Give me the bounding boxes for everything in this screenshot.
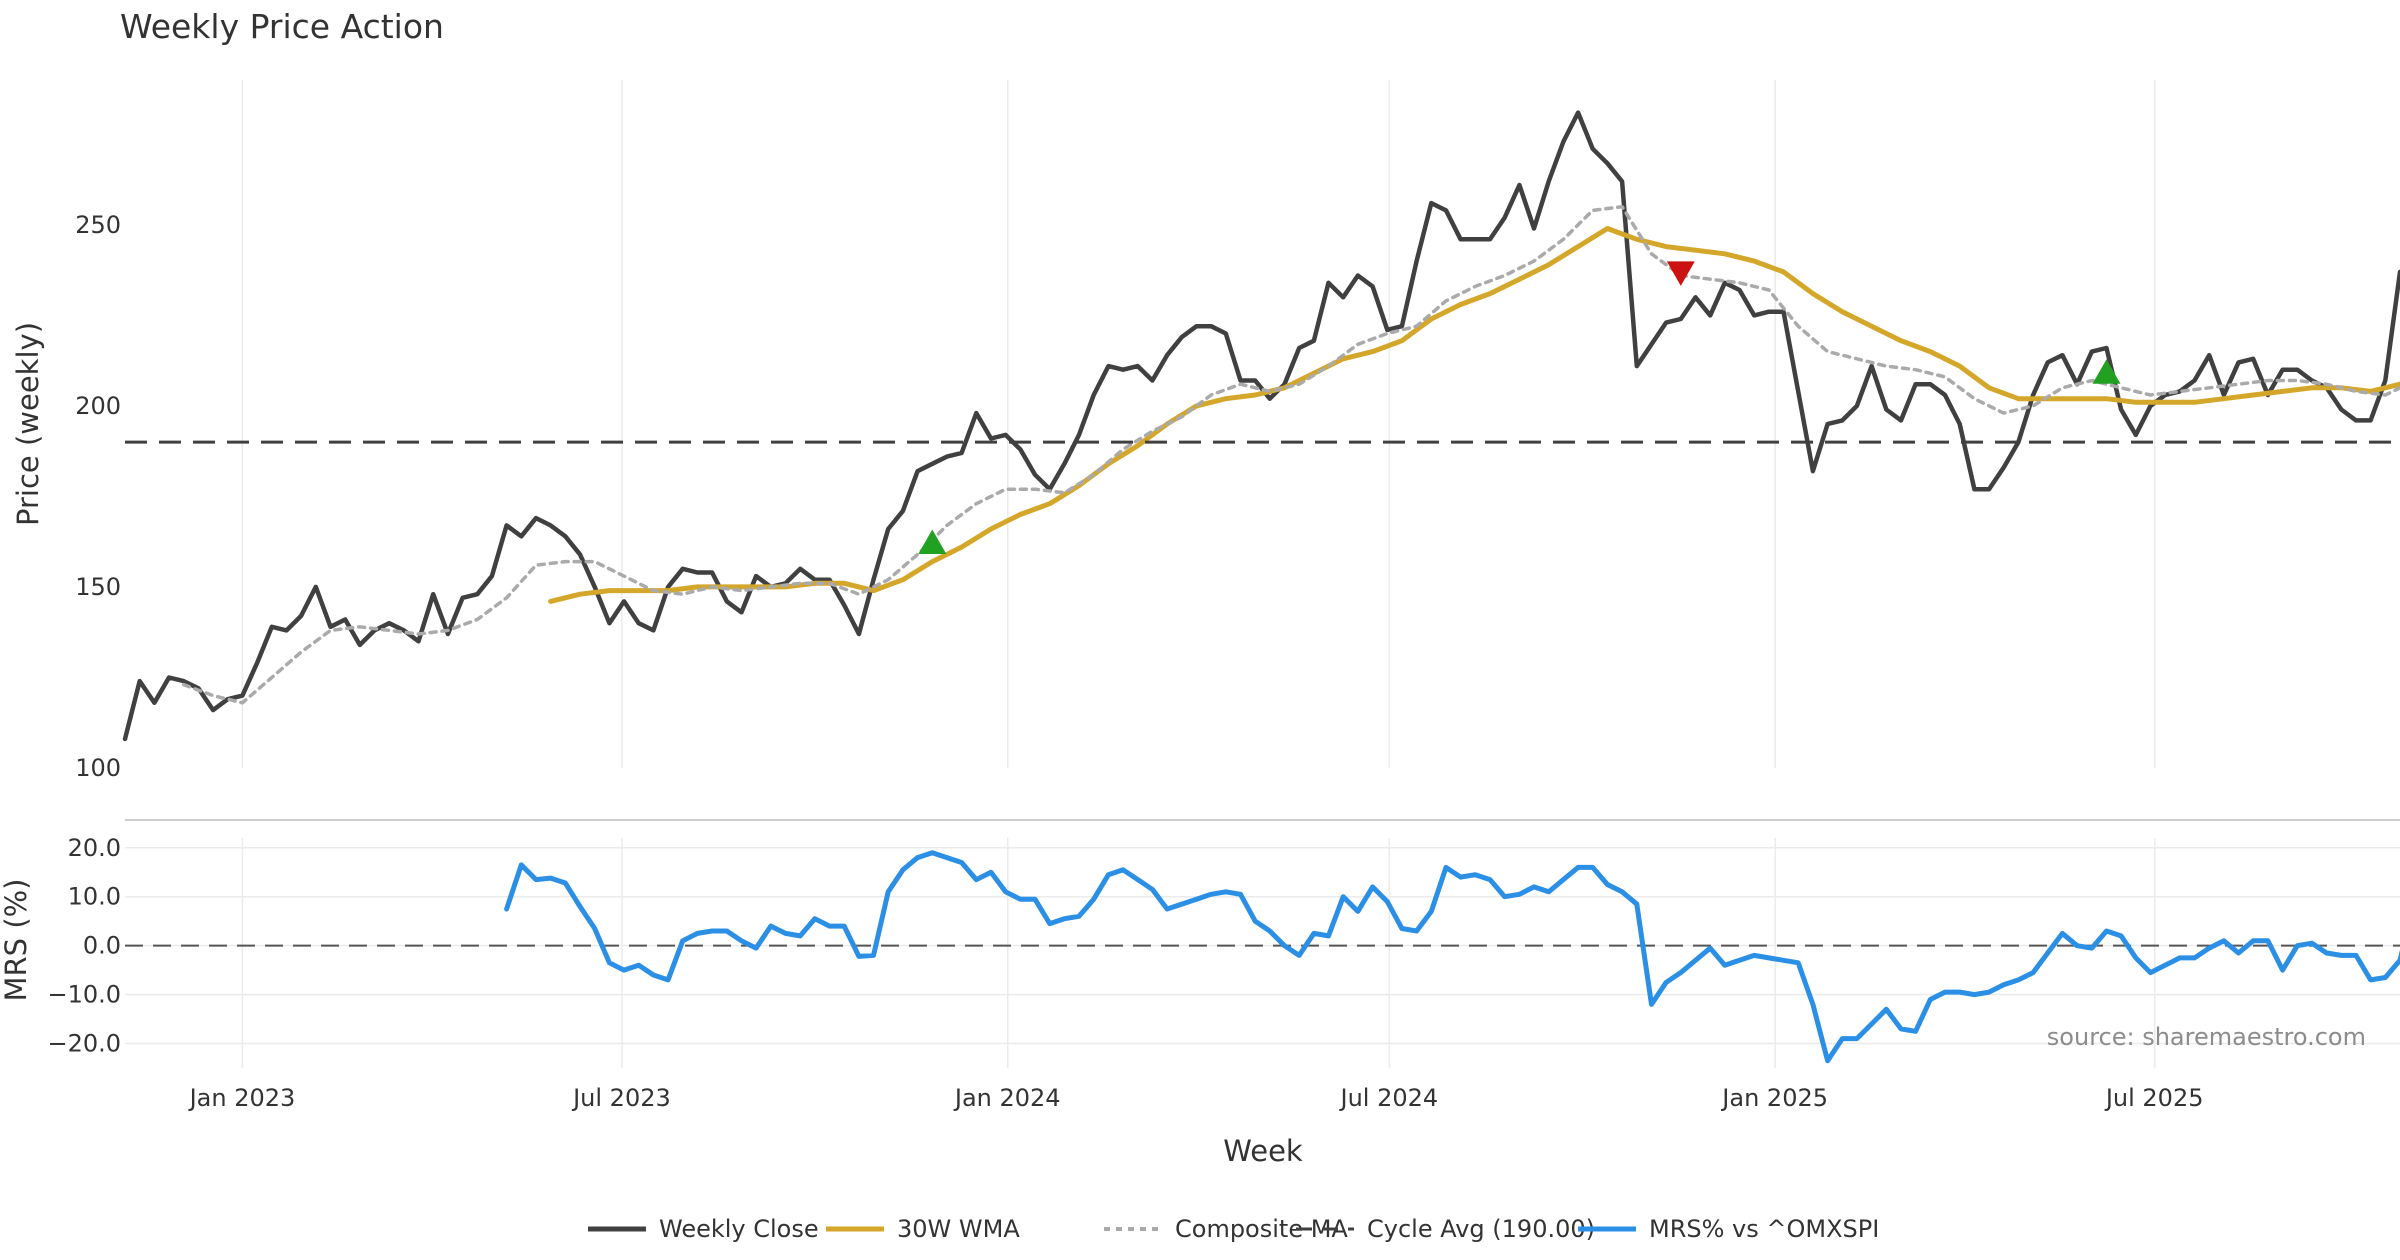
legend-label-30w-wma: 30W WMA — [897, 1215, 1020, 1243]
mrs-y-tick-label: 20.0 — [68, 834, 121, 862]
buy-signal-marker — [918, 529, 947, 554]
mrs-panel: 20.0 10.0 0.0 −10.0 −20.0 MRS (%) — [0, 819, 2400, 1068]
price-y-tick-label: 100 — [75, 754, 121, 782]
legend: Weekly Close 30W WMA Composite MA Cycle Avg… — [588, 1215, 1879, 1243]
price-y-axis-title: Price (weekly) — [11, 322, 45, 526]
x-tick-label: Jan 2023 — [188, 1084, 296, 1112]
series-weekly-close — [122, 110, 2400, 742]
price-y-tick-label: 150 — [75, 573, 121, 601]
series-30w-wma — [548, 226, 2400, 604]
mrs-y-tick-label: 10.0 — [68, 883, 121, 911]
sell-signal-marker — [1666, 261, 1695, 286]
series-mrs-vs-omxspi — [504, 850, 2400, 1064]
x-tick-label: Jul 2025 — [2104, 1084, 2204, 1112]
mrs-y-axis-title: MRS (%) — [0, 879, 33, 1002]
x-axis: Jan 2023 Jul 2023 Jan 2024 Jul 2024 Jan 2025… — [188, 1084, 2204, 1112]
price-y-tick-label: 200 — [75, 392, 121, 420]
x-tick-label: Jan 2024 — [953, 1084, 1061, 1112]
series-composite-ma — [181, 204, 2400, 705]
mrs-y-tick-label: −10.0 — [47, 981, 121, 1009]
price-panel: 100 150 200 250 Price (weekly) — [11, 80, 2400, 782]
mrs-y-tick-label: 0.0 — [83, 932, 121, 960]
x-tick-label: Jul 2024 — [1339, 1084, 1439, 1112]
legend-label-cycle-avg-190-00: Cycle Avg (190.00) — [1367, 1215, 1595, 1243]
mrs-y-tick-label: −20.0 — [47, 1030, 121, 1058]
x-tick-label: Jul 2023 — [571, 1084, 671, 1112]
legend-label-mrs-vs-omxspi: MRS% vs ^OMXSPI — [1649, 1215, 1879, 1243]
chart-title: Weekly Price Action — [120, 7, 444, 46]
x-tick-label: Jan 2025 — [1720, 1084, 1828, 1112]
x-axis-title: Week — [1223, 1134, 1303, 1168]
legend-label-weekly-close: Weekly Close — [659, 1215, 819, 1243]
source-note: source: sharemaestro.com — [2047, 1023, 2366, 1051]
legend-label-composite-ma: Composite MA — [1175, 1215, 1348, 1243]
price-y-tick-label: 250 — [75, 211, 121, 239]
buy-signal-marker — [2092, 359, 2121, 384]
